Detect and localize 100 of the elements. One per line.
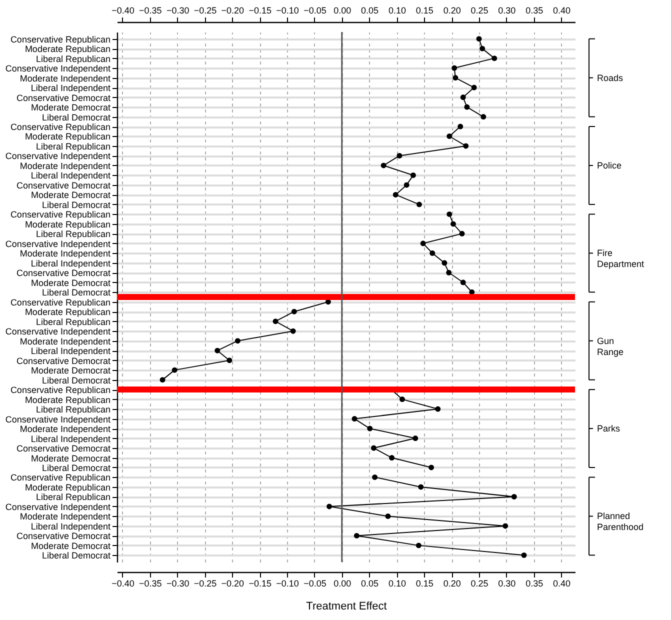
point [290,328,296,334]
point [521,552,527,558]
x-tick-label: −0.35 [139,578,162,588]
legend-label: Planned Parenthood [597,511,644,532]
x2-tick-label: −0.25 [194,6,217,16]
y-tick-label: Moderate Republican [24,482,110,492]
point [464,104,470,110]
point [352,416,358,422]
point [410,172,416,178]
legend-label: Police [597,160,622,170]
point [480,114,486,120]
point [396,153,402,158]
x-tick-label: 0.15 [416,578,434,588]
x2-tick-label: −0.15 [248,6,272,16]
y-tick-label: Conservative Democrat [16,444,111,454]
x2-tick-label: 0.10 [388,6,406,16]
point [172,367,178,373]
point [234,338,240,344]
x2-tick-label: −0.40 [112,6,134,16]
x2-tick-label: 0.30 [498,6,516,16]
y-tick-label: Conservative Independent [5,414,111,424]
point [367,426,373,432]
point [226,358,232,364]
y-tick-label: Moderate Republican [24,307,110,318]
x-tick-label: 0.30 [498,578,516,588]
y-tick-label: Conservative Independent [5,238,111,249]
y-tick-label: Liberal Democrat [42,375,111,386]
x2-tick-label: 0.40 [553,6,571,16]
y-tick-label: Liberal Independent [30,346,111,356]
y-tick-label: Conservative Republican [10,210,110,220]
y-tick-label: Moderate Republican [24,219,110,230]
x-tick-label: 0.10 [388,578,406,588]
x2-tick-label: −0.35 [139,6,162,16]
point [463,143,469,149]
y-tick-label: Conservative Republican [10,472,110,483]
point [214,348,220,354]
x2-tick-label: −0.20 [221,6,244,16]
y-tick-label: Moderate Independent [20,73,111,84]
y-tick-label: Liberal Democrat [42,112,111,122]
point [435,406,441,412]
point [380,162,386,168]
point [459,230,465,236]
point [471,84,477,90]
point [442,260,448,266]
x2-tick-label: −0.05 [304,6,326,16]
point [420,240,426,246]
y-tick-label: Liberal Republican [36,54,110,64]
y-tick-label: Conservative Democrat [16,180,111,190]
x-tick-label: 0.05 [361,578,379,588]
point [458,124,464,130]
y-tick-label: Liberal Democrat [42,200,111,210]
point [460,280,466,286]
point [272,318,278,324]
x2-tick-label: 0.00 [334,6,352,16]
y-tick-label: Conservative Independent [5,326,111,337]
point [430,250,436,256]
x2-tick-label: −0.10 [276,6,299,16]
y-tick-label: Liberal Republican [36,229,110,240]
y-tick-label: Conservative Democrat [16,268,111,278]
point [480,46,486,52]
y-tick-label: Conservative Democrat [16,531,111,542]
point [476,36,482,42]
y-tick-label: Moderate Democrat [30,190,111,200]
y-tick-label: Conservative Independent [5,151,111,162]
point [452,75,458,81]
point [450,221,456,227]
y-tick-label: Moderate Democrat [30,366,111,376]
point [418,484,424,490]
y-tick-label: Conservative Republican [10,34,110,44]
y-tick-label: Liberal Republican [36,141,110,152]
point [385,513,391,519]
y-tick-label: Moderate Republican [24,394,110,405]
legend-label: Fire Department [597,248,645,270]
y-tick-label: Liberal Democrat [42,462,111,473]
y-tick-label: Moderate Independent [20,248,111,259]
point [460,94,466,100]
legend-label: Gun Range [597,336,624,357]
y-tick-label: Conservative Republican [10,297,110,308]
x-tick-label: −0.05 [304,578,326,588]
y-tick-label: Liberal Democrat [42,550,111,561]
y-tick-label: Liberal Democrat [42,288,111,298]
point [326,504,332,510]
y-tick-label: Conservative Democrat [16,356,111,366]
y-tick-label: Conservative Republican [10,385,110,396]
x2-tick-label: 0.20 [443,6,461,16]
x-tick-label: 0.35 [526,578,544,588]
x-axis-title: Treatment Effect [306,600,387,612]
point [416,542,422,548]
y-tick-label: Liberal Independent [30,258,111,268]
point [446,270,452,276]
point [446,211,452,217]
point [291,308,297,314]
x2-tick-label: −0.30 [166,6,190,16]
y-tick-label: Liberal Independent [30,83,111,94]
point [428,464,434,470]
point [412,436,418,441]
point [370,445,376,451]
x-tick-label: −0.15 [248,578,272,588]
x2-tick-label: 0.35 [526,6,544,16]
y-tick-label: Moderate Republican [24,132,110,142]
